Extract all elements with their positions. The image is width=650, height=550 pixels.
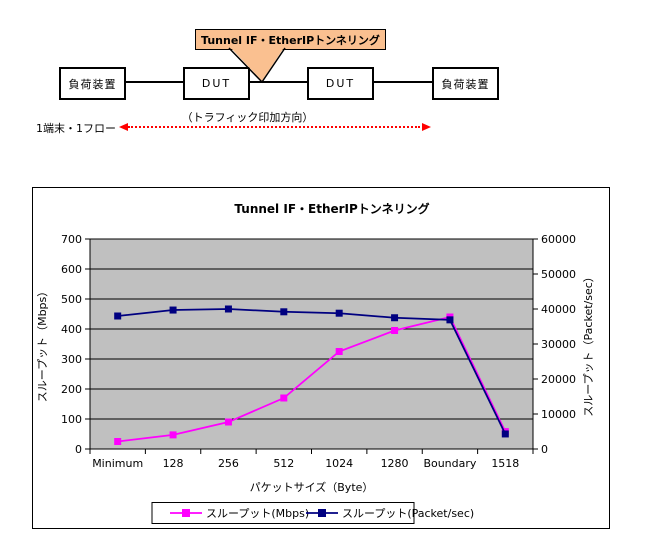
data-point	[391, 314, 399, 322]
x-tick-label: 512	[273, 457, 294, 470]
x-tick-label: 128	[163, 457, 184, 470]
traffic-direction-arrow-line	[128, 126, 420, 128]
y-right-axis-title: スループット（Packet/sec）	[582, 271, 595, 417]
y-left-tick-label: 400	[61, 323, 82, 336]
node-dut-right: DUT	[307, 67, 374, 100]
data-point	[280, 308, 288, 316]
legend-box	[151, 502, 415, 524]
y-right-tick-label: 40000	[541, 303, 576, 316]
plot-area	[90, 239, 533, 449]
node-label: 負荷装置	[68, 77, 117, 91]
y-right-tick-label: 10000	[541, 408, 576, 421]
x-tick-label: Minimum	[92, 457, 143, 470]
y-left-axis-title: スループット（Mbps）	[36, 286, 49, 403]
data-point	[224, 305, 232, 313]
data-point	[224, 418, 232, 426]
arrow-left-head-icon	[119, 123, 128, 131]
data-point	[335, 348, 343, 355]
y-left-tick-label: 100	[61, 413, 82, 426]
legend-label: スループット(Packet/sec)	[342, 507, 474, 520]
node-label: DUT	[325, 77, 356, 90]
y-left-tick-label: 0	[75, 443, 82, 456]
traffic-direction-label: （トラフィック印加方向）	[181, 111, 314, 124]
legend-label: スループット(Mbps)	[206, 507, 309, 520]
y-left-tick-label: 300	[61, 353, 82, 366]
y-left-tick-label: 700	[61, 233, 82, 246]
x-tick-label: 256	[218, 457, 239, 470]
data-point	[280, 394, 288, 402]
data-point	[114, 438, 122, 445]
legend-marker-icon	[182, 509, 190, 517]
y-left-tick-label: 600	[61, 263, 82, 276]
node-load-generator-left: 負荷装置	[59, 67, 126, 100]
y-right-tick-label: 30000	[541, 338, 576, 351]
throughput-chart: Tunnel IF・EtherIPトンネリング 0 100 200 300 400 500 6…	[32, 187, 610, 529]
y-left-tick-label: 200	[61, 383, 82, 396]
series-line-1	[117, 308, 507, 435]
data-point	[335, 309, 343, 317]
x-tick-label: 1024	[325, 457, 353, 470]
data-point	[501, 430, 509, 438]
data-point	[169, 431, 177, 439]
callout: Tunnel IF・EtherIPトンネリング	[195, 29, 386, 50]
x-tick-label: Boundary	[423, 457, 476, 470]
callout-label: Tunnel IF・EtherIPトンネリング	[201, 33, 380, 47]
node-dut-left: DUT	[183, 67, 250, 100]
node-load-generator-right: 負荷装置	[432, 67, 499, 100]
y-left-tick-label: 500	[61, 293, 82, 306]
y-right-tick-label: 20000	[541, 373, 576, 386]
x-axis-title: パケットサイズ（Byte）	[250, 480, 374, 494]
node-label: 負荷装置	[441, 77, 490, 91]
x-tick-label: 1518	[491, 457, 519, 470]
flow-label: 1端末・1フロー	[36, 122, 116, 135]
data-point	[446, 316, 454, 324]
chart-title: Tunnel IF・EtherIPトンネリング	[234, 201, 429, 216]
node-label: DUT	[201, 77, 232, 90]
y-right-tick-label: 50000	[541, 268, 576, 281]
data-point	[391, 327, 399, 334]
data-point	[114, 312, 122, 320]
y-right-tick-label: 0	[541, 443, 548, 456]
y-right-tick-label: 60000	[541, 233, 576, 246]
legend-marker-icon	[318, 509, 326, 517]
data-point	[169, 306, 177, 314]
arrow-right-head-icon	[422, 123, 431, 131]
x-tick-label: 1280	[381, 457, 409, 470]
